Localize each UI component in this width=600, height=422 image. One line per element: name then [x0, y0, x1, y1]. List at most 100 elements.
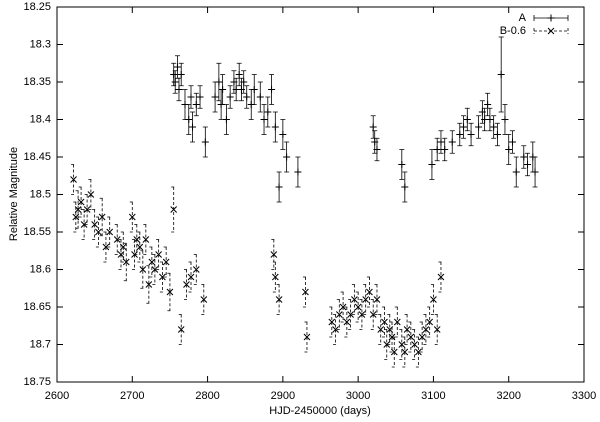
y-tick-label: 18.7 [30, 338, 51, 350]
data-point [187, 93, 195, 101]
data-point [415, 348, 422, 356]
data-point [393, 318, 401, 326]
legend-label: A [519, 12, 527, 24]
data-point [358, 311, 366, 318]
data-point [196, 93, 204, 101]
data-point [398, 161, 406, 168]
data-point [270, 251, 278, 258]
data-point [403, 326, 411, 333]
data-point [463, 116, 471, 123]
data-point [171, 78, 179, 86]
data-point [508, 138, 516, 146]
data-point [524, 161, 532, 168]
data-point [475, 123, 483, 131]
data-point [328, 318, 336, 326]
data-point [531, 168, 539, 176]
data-point [142, 236, 150, 243]
y-tick-label: 18.3 [30, 38, 51, 50]
data-point [351, 296, 358, 303]
data-point [448, 138, 456, 146]
data-point [275, 183, 283, 191]
data-point [398, 341, 406, 348]
data-point [283, 153, 291, 161]
data-point [139, 266, 147, 273]
data-point [275, 296, 283, 303]
data-point [148, 258, 156, 266]
legend-marker [547, 14, 555, 22]
y-axis-label: Relative Magnitude [8, 147, 20, 241]
data-point [407, 333, 415, 341]
data-point [339, 303, 347, 311]
data-point [219, 86, 227, 93]
x-tick-label: 2800 [195, 390, 219, 402]
data-point [294, 168, 302, 176]
data-point [187, 273, 195, 281]
data-point [433, 326, 441, 333]
data-point [162, 258, 170, 266]
data-point [411, 341, 418, 348]
data-point [145, 281, 153, 288]
x-tick-label: 2700 [120, 390, 144, 402]
x-tick-label: 2900 [271, 390, 295, 402]
data-point [433, 146, 441, 153]
data-point [303, 333, 311, 341]
data-point [383, 341, 391, 348]
data-point [74, 206, 82, 213]
data-point [183, 281, 190, 288]
data-point [343, 318, 351, 326]
data-point [430, 296, 437, 303]
data-point [271, 123, 279, 131]
data-point [381, 318, 388, 326]
data-point [437, 138, 445, 146]
data-point [177, 326, 185, 333]
data-point [484, 101, 492, 108]
legend-marker [547, 27, 555, 35]
y-tick-label: 18.75 [23, 376, 51, 388]
error-bar [99, 197, 105, 237]
data-point [362, 296, 370, 303]
data-point [215, 78, 223, 86]
data-point [240, 78, 248, 86]
data-point [177, 71, 185, 78]
data-point [486, 116, 494, 123]
x-axis-label: HJD-2450000 (days) [269, 405, 371, 417]
x-tick-label: 3100 [421, 390, 445, 402]
data-point [159, 273, 166, 281]
y-tick-label: 18.45 [23, 151, 51, 163]
data-point [155, 251, 162, 258]
data-point [437, 273, 445, 281]
data-point [369, 123, 377, 131]
data-point [192, 266, 200, 273]
data-point [235, 71, 243, 78]
data-point [332, 326, 339, 333]
y-tick-label: 18.4 [30, 113, 51, 125]
y-tick-label: 18.55 [23, 226, 51, 238]
data-point [418, 333, 426, 341]
x-tick-label: 3300 [572, 390, 596, 402]
data-point [113, 236, 121, 243]
data-point [250, 86, 258, 93]
data-point [87, 191, 95, 198]
data-point [505, 146, 513, 153]
data-point [136, 243, 144, 251]
data-point [72, 213, 80, 221]
data-point [106, 228, 114, 236]
data-point [501, 116, 509, 123]
data-point [279, 131, 287, 138]
data-point [70, 176, 77, 183]
data-point [390, 348, 398, 356]
data-point [373, 296, 381, 303]
error-bar [75, 190, 81, 229]
data-point [264, 108, 272, 116]
y-tick-label: 18.6 [30, 263, 51, 275]
data-point [366, 288, 373, 296]
data-point [222, 116, 230, 123]
data-point [354, 303, 362, 311]
data-point [268, 86, 276, 93]
data-point [226, 93, 234, 101]
x-tick-label: 3000 [346, 390, 370, 402]
data-point [133, 236, 141, 243]
legend-label: B-0.6 [500, 25, 526, 37]
y-tick-label: 18.35 [23, 76, 51, 88]
